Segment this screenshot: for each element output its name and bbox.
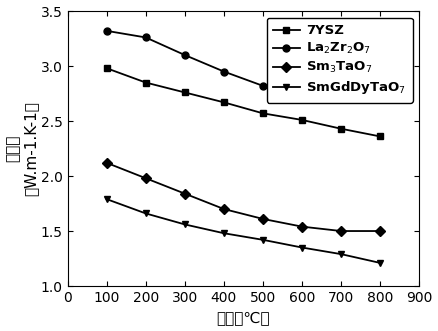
La$_2$Zr$_2$O$_7$ [143, 35, 148, 39]
La$_2$Zr$_2$O$_7$ [339, 95, 344, 99]
SmGdDyTaO$_7$ [104, 197, 110, 201]
La$_2$Zr$_2$O$_7$ [378, 97, 383, 101]
Sm$_3$TaO$_7$ [221, 207, 226, 211]
SmGdDyTaO$_7$ [221, 231, 226, 235]
Sm$_3$TaO$_7$ [143, 176, 148, 180]
SmGdDyTaO$_7$ [339, 252, 344, 256]
La$_2$Zr$_2$O$_7$ [260, 84, 265, 88]
La$_2$Zr$_2$O$_7$ [221, 70, 226, 73]
Sm$_3$TaO$_7$ [300, 225, 305, 229]
Sm$_3$TaO$_7$ [104, 161, 110, 165]
SmGdDyTaO$_7$ [182, 222, 187, 226]
7YSZ [182, 90, 187, 94]
7YSZ [300, 118, 305, 122]
7YSZ [378, 134, 383, 138]
Line: SmGdDyTaO$_7$: SmGdDyTaO$_7$ [103, 196, 384, 266]
La$_2$Zr$_2$O$_7$ [104, 29, 110, 33]
Sm$_3$TaO$_7$ [339, 229, 344, 233]
7YSZ [104, 66, 110, 70]
7YSZ [260, 111, 265, 115]
La$_2$Zr$_2$O$_7$ [182, 53, 187, 57]
7YSZ [143, 80, 148, 84]
SmGdDyTaO$_7$ [300, 246, 305, 250]
X-axis label: 温度（℃）: 温度（℃） [217, 310, 270, 325]
La$_2$Zr$_2$O$_7$ [300, 88, 305, 92]
Line: Sm$_3$TaO$_7$: Sm$_3$TaO$_7$ [103, 159, 384, 234]
Line: La$_2$Zr$_2$O$_7$: La$_2$Zr$_2$O$_7$ [103, 27, 384, 103]
Sm$_3$TaO$_7$ [260, 217, 265, 221]
Sm$_3$TaO$_7$ [378, 229, 383, 233]
Y-axis label: 热导率
（W.m-1.K-1）: 热导率 （W.m-1.K-1） [6, 101, 38, 196]
Line: 7YSZ: 7YSZ [103, 65, 384, 140]
7YSZ [221, 100, 226, 104]
SmGdDyTaO$_7$ [143, 212, 148, 215]
SmGdDyTaO$_7$ [378, 261, 383, 265]
SmGdDyTaO$_7$ [260, 238, 265, 242]
7YSZ [339, 127, 344, 131]
Sm$_3$TaO$_7$ [182, 192, 187, 196]
Legend: 7YSZ, La$_2$Zr$_2$O$_7$, Sm$_3$TaO$_7$, SmGdDyTaO$_7$: 7YSZ, La$_2$Zr$_2$O$_7$, Sm$_3$TaO$_7$, … [267, 18, 413, 103]
